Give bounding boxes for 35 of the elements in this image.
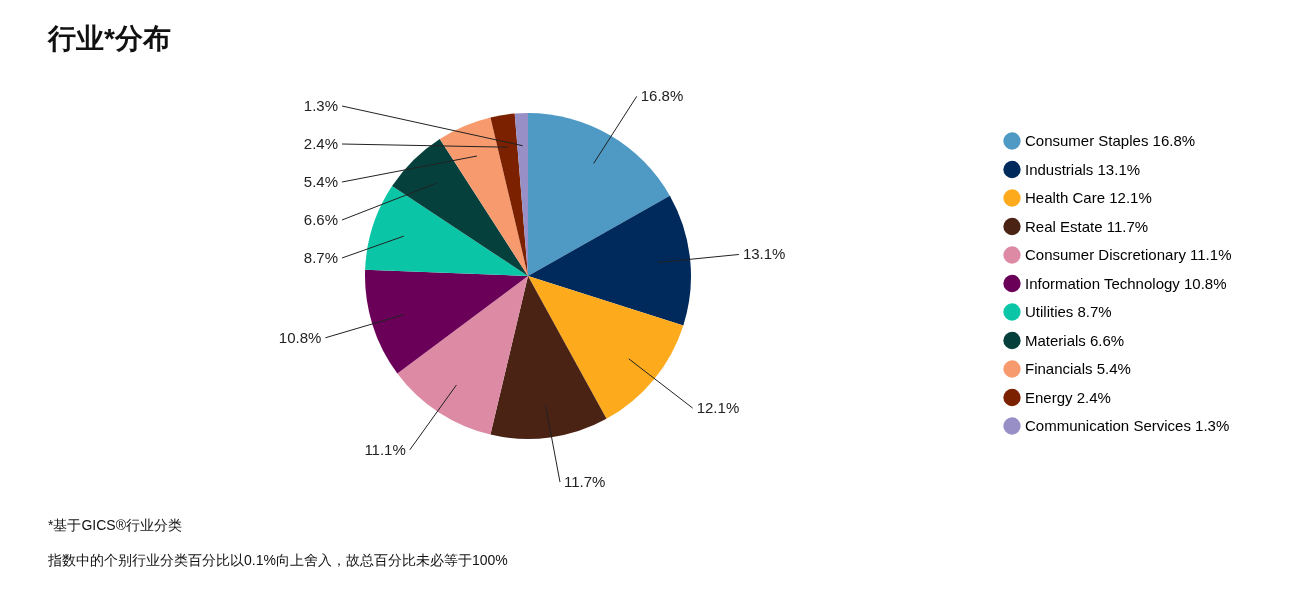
legend-label: Utilities 8.7% <box>1025 303 1112 320</box>
legend-label: Energy 2.4% <box>1025 388 1111 406</box>
legend-label: Industrials 13.1% <box>1025 160 1141 178</box>
data-label: 5.4% <box>303 173 338 190</box>
legend-label: Information Technology 10.8% <box>1025 274 1227 292</box>
pie-slice <box>528 195 691 326</box>
legend-label: Consumer Discretionary 11.1% <box>1025 246 1232 263</box>
pie-slice <box>528 113 670 276</box>
legend-label: Consumer Staples 16.8% <box>1025 132 1196 149</box>
data-label: 6.6% <box>303 211 338 228</box>
chart-title: 行业*分布 <box>47 23 171 54</box>
data-label: 2.4% <box>303 135 338 152</box>
data-label: 12.1% <box>696 399 740 417</box>
legend-label: Materials 6.6% <box>1025 331 1125 349</box>
legend-label: Real Estate 11.7% <box>1025 217 1149 235</box>
pie-slice <box>439 117 528 276</box>
data-label: 8.7% <box>303 249 338 266</box>
text: *基于GICS®行业分类 <box>48 517 182 533</box>
data-label: 11.7% <box>564 473 606 491</box>
pie-slice <box>365 186 528 276</box>
text: 指数中的个别行业分类百分比以0.1%向上舍入，故总百分比未必等于100% <box>47 552 508 568</box>
legend-label: Health Care 12.1% <box>1025 189 1152 206</box>
legend-label: Communication Services 1.3% <box>1025 417 1230 434</box>
data-label: 13.1% <box>742 245 786 263</box>
legend-label: Financials 5.4% <box>1025 360 1131 377</box>
pie-slice <box>365 269 528 374</box>
pie-slice <box>490 113 528 276</box>
data-label: 11.1% <box>364 440 406 458</box>
data-label: 16.8% <box>640 87 684 105</box>
pie-slice <box>490 276 607 439</box>
data-label: 10.8% <box>278 328 322 346</box>
pie-slice <box>397 276 528 435</box>
pie-slice <box>392 138 528 276</box>
data-label: 1.3% <box>303 97 338 114</box>
pie-slice <box>528 276 684 419</box>
